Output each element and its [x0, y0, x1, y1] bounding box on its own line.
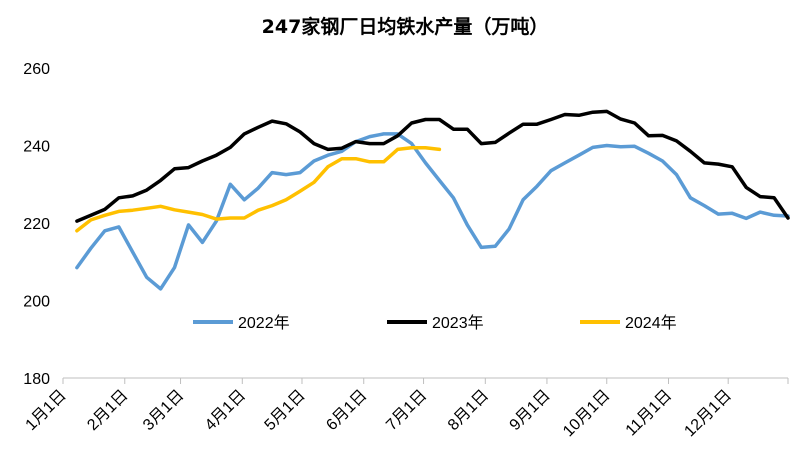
x-tick-label: 3月1日	[140, 387, 187, 434]
x-tick-label: 12月1日	[681, 387, 735, 441]
series-line-2024年	[75, 146, 442, 233]
legend-label: 2024年	[625, 314, 677, 332]
x-tick-label: 6月1日	[323, 387, 370, 434]
x-tick-label: 7月1日	[383, 387, 430, 434]
legend-label: 2023年	[432, 314, 484, 332]
x-tick-label: 4月1日	[202, 387, 249, 434]
legend-label: 2022年	[238, 314, 290, 332]
x-tick-label: 10月1日	[560, 387, 614, 441]
x-tick-label: 1月1日	[23, 387, 70, 434]
y-tick-label: 180	[23, 371, 50, 388]
series-line-2022年	[75, 132, 790, 291]
series-lines	[75, 109, 790, 291]
x-tick-label: 11月1日	[623, 387, 676, 440]
x-tick-label: 9月1日	[507, 387, 554, 434]
x-axis: 1月1日 2月1日 3月1日 4月1日 5月1日 6月1日 7月1日 8月1日 9月1日 10月1…	[23, 377, 789, 441]
legend-item: 2023年	[387, 314, 484, 332]
legend: 2022年 2023年 2024年	[193, 314, 677, 332]
y-tick-label: 200	[23, 294, 50, 311]
legend-item: 2024年	[580, 314, 677, 332]
chart-title: 247家钢厂日均铁水产量（万吨）	[262, 15, 549, 38]
y-tick-label: 220	[23, 216, 50, 233]
y-tick-label: 240	[23, 139, 50, 156]
y-tick-label: 260	[23, 61, 50, 78]
legend-item: 2022年	[193, 314, 290, 332]
x-tick-label: 5月1日	[262, 387, 309, 434]
y-axis: 180 200 220 240 260	[23, 61, 50, 388]
x-tick-label: 2月1日	[84, 387, 131, 434]
x-tick-label: 8月1日	[445, 387, 492, 434]
series-line-2023年	[75, 109, 790, 223]
